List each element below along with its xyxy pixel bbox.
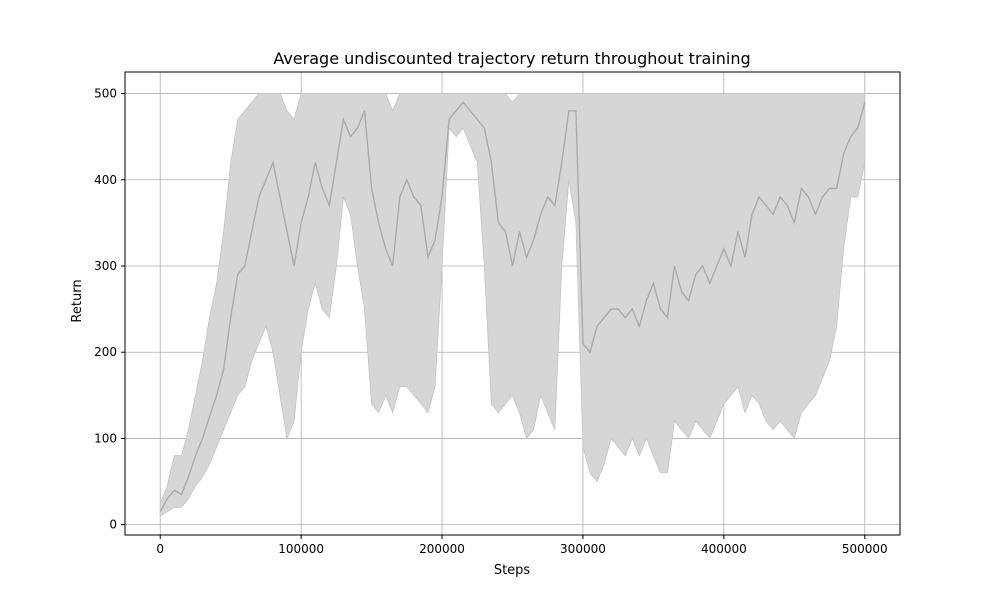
y-tick-label: 400: [94, 173, 117, 187]
mean-return-line: [159, 101, 866, 513]
line-layer: [159, 101, 866, 513]
y-tick-label: 300: [94, 259, 117, 273]
x-tick-label: 200000: [419, 542, 465, 556]
y-tick-label: 0: [109, 518, 117, 532]
plot-frame: [124, 71, 901, 536]
x-tick-label: 300000: [560, 542, 606, 556]
y-tick-label: 500: [94, 87, 117, 101]
band-layer: [159, 93, 866, 517]
confidence-band: [159, 93, 866, 517]
y-tick-label: 100: [94, 431, 117, 445]
tick-layer: 0 100000 200000 300000 400000 500000 0 100 200 30…: [94, 87, 888, 556]
x-tick-label: 400000: [701, 542, 747, 556]
x-tick-label: 500000: [842, 542, 888, 556]
chart-title: Average undiscounted trajectory return t…: [273, 49, 750, 68]
x-tick-label: 100000: [278, 542, 324, 556]
y-axis-label: Return: [70, 279, 85, 322]
y-tick-label: 200: [94, 345, 117, 359]
x-tick-label: 0: [156, 542, 164, 556]
x-axis-label: Steps: [494, 563, 531, 578]
